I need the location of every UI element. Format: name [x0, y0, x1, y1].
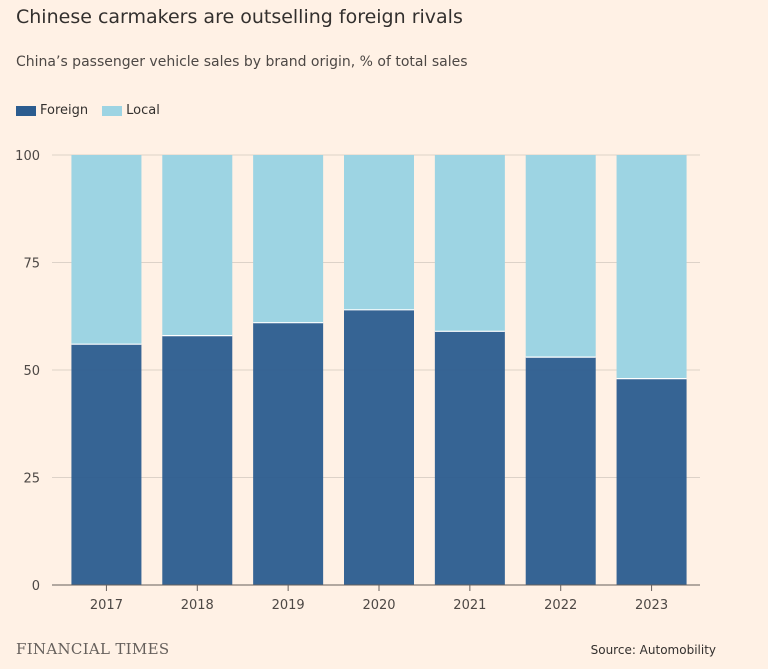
legend-item-foreign: Foreign: [16, 103, 88, 118]
bar-local-2023: [616, 155, 687, 379]
y-tick-label-100: 100: [15, 149, 40, 164]
chart-subtitle: China’s passenger vehicle sales by brand…: [16, 54, 468, 70]
y-tick-label-25: 25: [23, 472, 40, 487]
bar-foreign-2022: [525, 357, 596, 585]
bar-foreign-2019: [253, 322, 324, 585]
ft-logo: FINANCIAL TIMES: [16, 640, 170, 658]
chart-title: Chinese carmakers are outselling foreign…: [16, 6, 463, 28]
y-tick-label-0: 0: [32, 579, 40, 594]
bar-local-2018: [162, 155, 233, 336]
bar-local-2022: [525, 155, 596, 358]
legend: Foreign Local: [16, 103, 174, 118]
x-tick-label-2023: 2023: [635, 598, 668, 613]
x-tick-label-2018: 2018: [181, 598, 214, 613]
bar-local-2019: [253, 155, 324, 323]
x-tick-label-2019: 2019: [272, 598, 305, 613]
y-tick-label-50: 50: [23, 364, 40, 379]
x-tick-label-2017: 2017: [90, 598, 123, 613]
x-tick-label-2022: 2022: [544, 598, 577, 613]
legend-item-local: Local: [102, 103, 160, 118]
bar-foreign-2020: [344, 309, 414, 585]
legend-label-foreign: Foreign: [40, 103, 89, 118]
bar-local-2021: [434, 155, 505, 332]
legend-label-local: Local: [126, 103, 160, 118]
bar-foreign-2018: [162, 335, 233, 585]
legend-swatch-foreign: [16, 105, 36, 116]
x-tick-label-2021: 2021: [453, 598, 486, 613]
bar-foreign-2017: [71, 344, 142, 585]
legend-swatch-local: [102, 105, 123, 116]
x-tick-label-2020: 2020: [362, 598, 395, 613]
y-tick-label-75: 75: [23, 257, 40, 272]
bar-local-2017: [71, 155, 142, 345]
bar-local-2020: [344, 155, 414, 310]
bar-foreign-2023: [616, 378, 687, 585]
source-note: Source: Automobility: [590, 643, 716, 657]
bar-foreign-2021: [434, 331, 505, 585]
